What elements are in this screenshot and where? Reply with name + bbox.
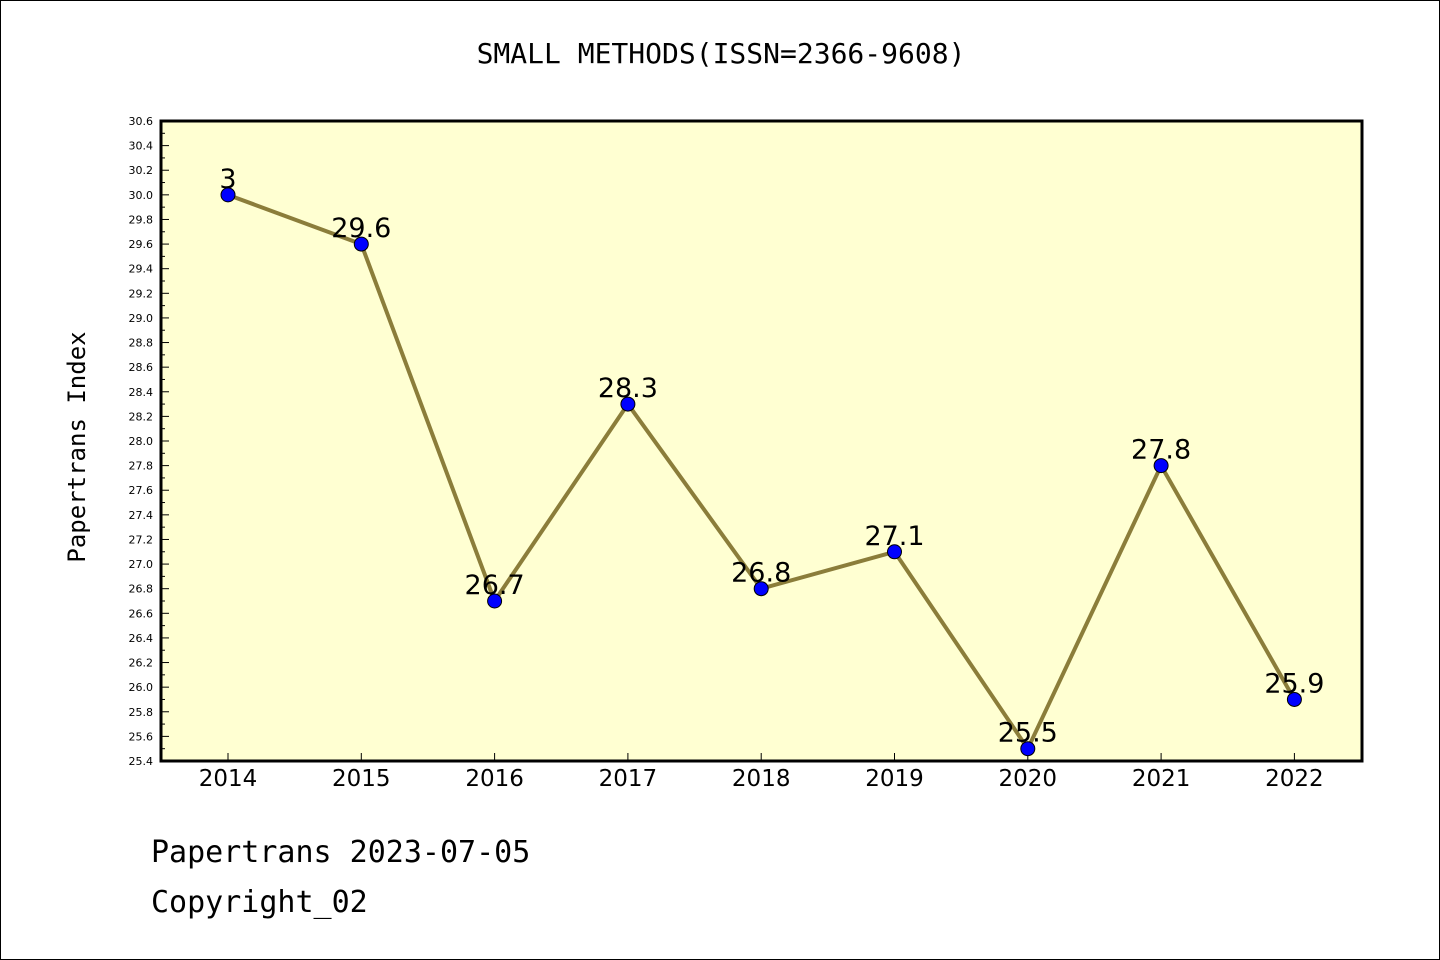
y-tick-label: 30.6 bbox=[129, 115, 154, 128]
y-tick-label: 25.4 bbox=[129, 755, 154, 768]
data-label: 27.8 bbox=[1131, 435, 1191, 466]
data-point bbox=[1020, 741, 1036, 757]
x-tick-label: 2019 bbox=[865, 766, 924, 792]
x-tick-label: 2020 bbox=[999, 766, 1058, 792]
y-tick-label: 26.0 bbox=[129, 681, 154, 694]
y-tick-label: 28.0 bbox=[129, 435, 154, 448]
x-tick-label: 2022 bbox=[1265, 766, 1324, 792]
y-tick-label: 27.8 bbox=[129, 460, 154, 473]
data-point bbox=[887, 544, 902, 560]
footer-copyright: Copyright_02 bbox=[151, 885, 368, 920]
data-label: 26.8 bbox=[731, 558, 791, 589]
data-point bbox=[753, 581, 769, 597]
data-label: 27.1 bbox=[864, 521, 924, 552]
x-tick-label: 2016 bbox=[465, 766, 524, 792]
plot-area bbox=[161, 121, 1362, 761]
data-point bbox=[1286, 691, 1302, 707]
y-tick-label: 29.0 bbox=[129, 312, 154, 325]
chart-title: SMALL METHODS(ISSN=2366-9608) bbox=[476, 37, 966, 70]
y-tick-label: 26.6 bbox=[129, 607, 154, 620]
data-point bbox=[353, 236, 369, 252]
data-point bbox=[620, 396, 636, 412]
data-labels: 3 29.6 26.7 28.3 26.8 27.1 25.5 27.8 25.9 bbox=[219, 164, 1324, 749]
data-label: 25.5 bbox=[998, 718, 1058, 749]
x-tick-label: 2021 bbox=[1132, 766, 1191, 792]
y-tick-label: 27.6 bbox=[129, 484, 154, 497]
data-label: 29.6 bbox=[331, 213, 391, 244]
x-tick-label: 2014 bbox=[199, 766, 258, 792]
y-tick-label: 29.6 bbox=[129, 238, 154, 251]
data-label: 25.9 bbox=[1264, 668, 1324, 699]
y-tick-label: 26.8 bbox=[129, 583, 154, 596]
y-tick-label: 30.0 bbox=[129, 189, 154, 202]
y-tick-label: 27.0 bbox=[129, 558, 154, 571]
y-axis: 25.4 25.6 25.8 26.0 26.2 26.4 26.6 26.8 27.0 27.2… bbox=[129, 115, 169, 768]
y-tick-label: 29.4 bbox=[129, 263, 154, 276]
x-axis: 2014 2015 2016 2017 2018 2019 2020 2021 2022 bbox=[199, 753, 1324, 792]
y-tick-label: 29.8 bbox=[129, 213, 154, 226]
plot-frame bbox=[159, 119, 1364, 763]
series-markers bbox=[220, 187, 1302, 757]
data-label: 28.3 bbox=[598, 373, 658, 404]
y-tick-label: 30.4 bbox=[129, 140, 154, 153]
y-tick-label: 28.2 bbox=[129, 410, 154, 423]
y-tick-label: 27.2 bbox=[129, 533, 154, 546]
y-tick-label: 28.6 bbox=[129, 361, 154, 374]
data-point bbox=[220, 187, 236, 203]
y-tick-label: 29.2 bbox=[129, 287, 154, 300]
footer-date: Papertrans 2023-07-05 bbox=[151, 835, 531, 870]
x-tick-label: 2017 bbox=[599, 766, 658, 792]
y-tick-label: 25.8 bbox=[129, 706, 154, 719]
y-tick-label: 26.4 bbox=[129, 632, 154, 645]
y-tick-label: 30.2 bbox=[129, 164, 154, 177]
y-tick-label: 27.4 bbox=[129, 509, 154, 522]
x-tick-label: 2018 bbox=[732, 766, 791, 792]
x-tick-label: 2015 bbox=[332, 766, 391, 792]
data-point bbox=[487, 593, 503, 609]
data-point bbox=[1153, 458, 1169, 474]
y-tick-label: 25.6 bbox=[129, 730, 154, 743]
y-tick-label: 28.4 bbox=[129, 386, 154, 399]
y-tick-label: 26.2 bbox=[129, 657, 154, 670]
y-tick-label: 28.8 bbox=[129, 337, 154, 350]
data-label: 3 bbox=[219, 164, 236, 195]
data-label: 26.7 bbox=[465, 570, 525, 601]
